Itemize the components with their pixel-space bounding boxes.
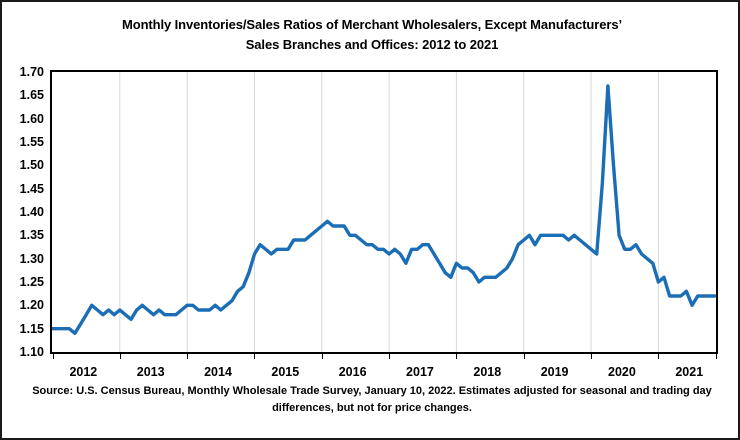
y-axis-tick-label: 1.30 xyxy=(19,251,44,266)
x-axis-year-label: 2021 xyxy=(675,365,704,379)
x-axis-year-label: 2020 xyxy=(608,365,636,379)
x-axis-tick xyxy=(658,354,660,359)
y-axis-tick-label: 1.55 xyxy=(19,135,44,149)
x-axis-tick xyxy=(523,354,525,359)
y-axis-tick-label: 1.10 xyxy=(19,345,44,359)
y-axis-tick-label: 1.25 xyxy=(19,275,44,289)
y-axis-tick-label: 1.20 xyxy=(19,298,44,313)
x-axis-tick xyxy=(52,354,54,359)
x-axis-tick xyxy=(591,354,593,359)
x-axis-year-label: 2017 xyxy=(406,365,434,379)
x-axis-year-label: 2018 xyxy=(473,365,502,379)
y-axis-tick-label: 1.70 xyxy=(19,65,44,79)
x-axis-year-label: 2014 xyxy=(204,365,232,379)
x-axis-year-label: 2012 xyxy=(69,365,98,379)
chart-title-line2: Sales Branches and Offices: 2012 to 2021 xyxy=(245,37,499,52)
y-axis-tick-label: 1.45 xyxy=(19,181,44,196)
source-note: Source: U.S. Census Bureau, Monthly Whol… xyxy=(2,383,738,417)
y-axis-tick-label: 1.15 xyxy=(19,321,44,336)
line-chart-canvas xyxy=(52,72,716,352)
x-axis-year-label: 2013 xyxy=(136,365,165,379)
x-axis-year-label: 2015 xyxy=(271,365,300,379)
x-axis-tick xyxy=(254,354,256,359)
x-axis-year-label: 2016 xyxy=(338,365,367,379)
y-axis-tick-label: 1.40 xyxy=(19,205,44,219)
chart-title-line1: Monthly Inventories/Sales Ratios of Merc… xyxy=(122,17,622,32)
x-axis-tick xyxy=(716,354,717,359)
chart-title: Monthly Inventories/Sales Ratios of Merc… xyxy=(2,15,738,55)
inventories-sales-ratio-line xyxy=(52,84,716,335)
y-axis-tick-label: 1.60 xyxy=(19,111,44,126)
plot-area xyxy=(50,70,718,354)
x-axis-tick xyxy=(389,354,391,359)
source-note-line2: differences, but not for price changes. xyxy=(272,402,472,414)
x-axis-tick xyxy=(321,354,323,359)
source-note-line1: Source: U.S. Census Bureau, Monthly Whol… xyxy=(32,385,712,397)
y-axis-tick-label: 1.35 xyxy=(19,228,44,243)
y-axis-tick-label: 1.65 xyxy=(19,88,44,103)
x-axis-tick xyxy=(456,354,458,359)
x-axis-tick xyxy=(119,354,121,359)
y-axis-tick-label: 1.50 xyxy=(19,158,44,173)
x-axis-tick xyxy=(187,354,189,359)
x-axis-year-label: 2019 xyxy=(540,365,569,379)
